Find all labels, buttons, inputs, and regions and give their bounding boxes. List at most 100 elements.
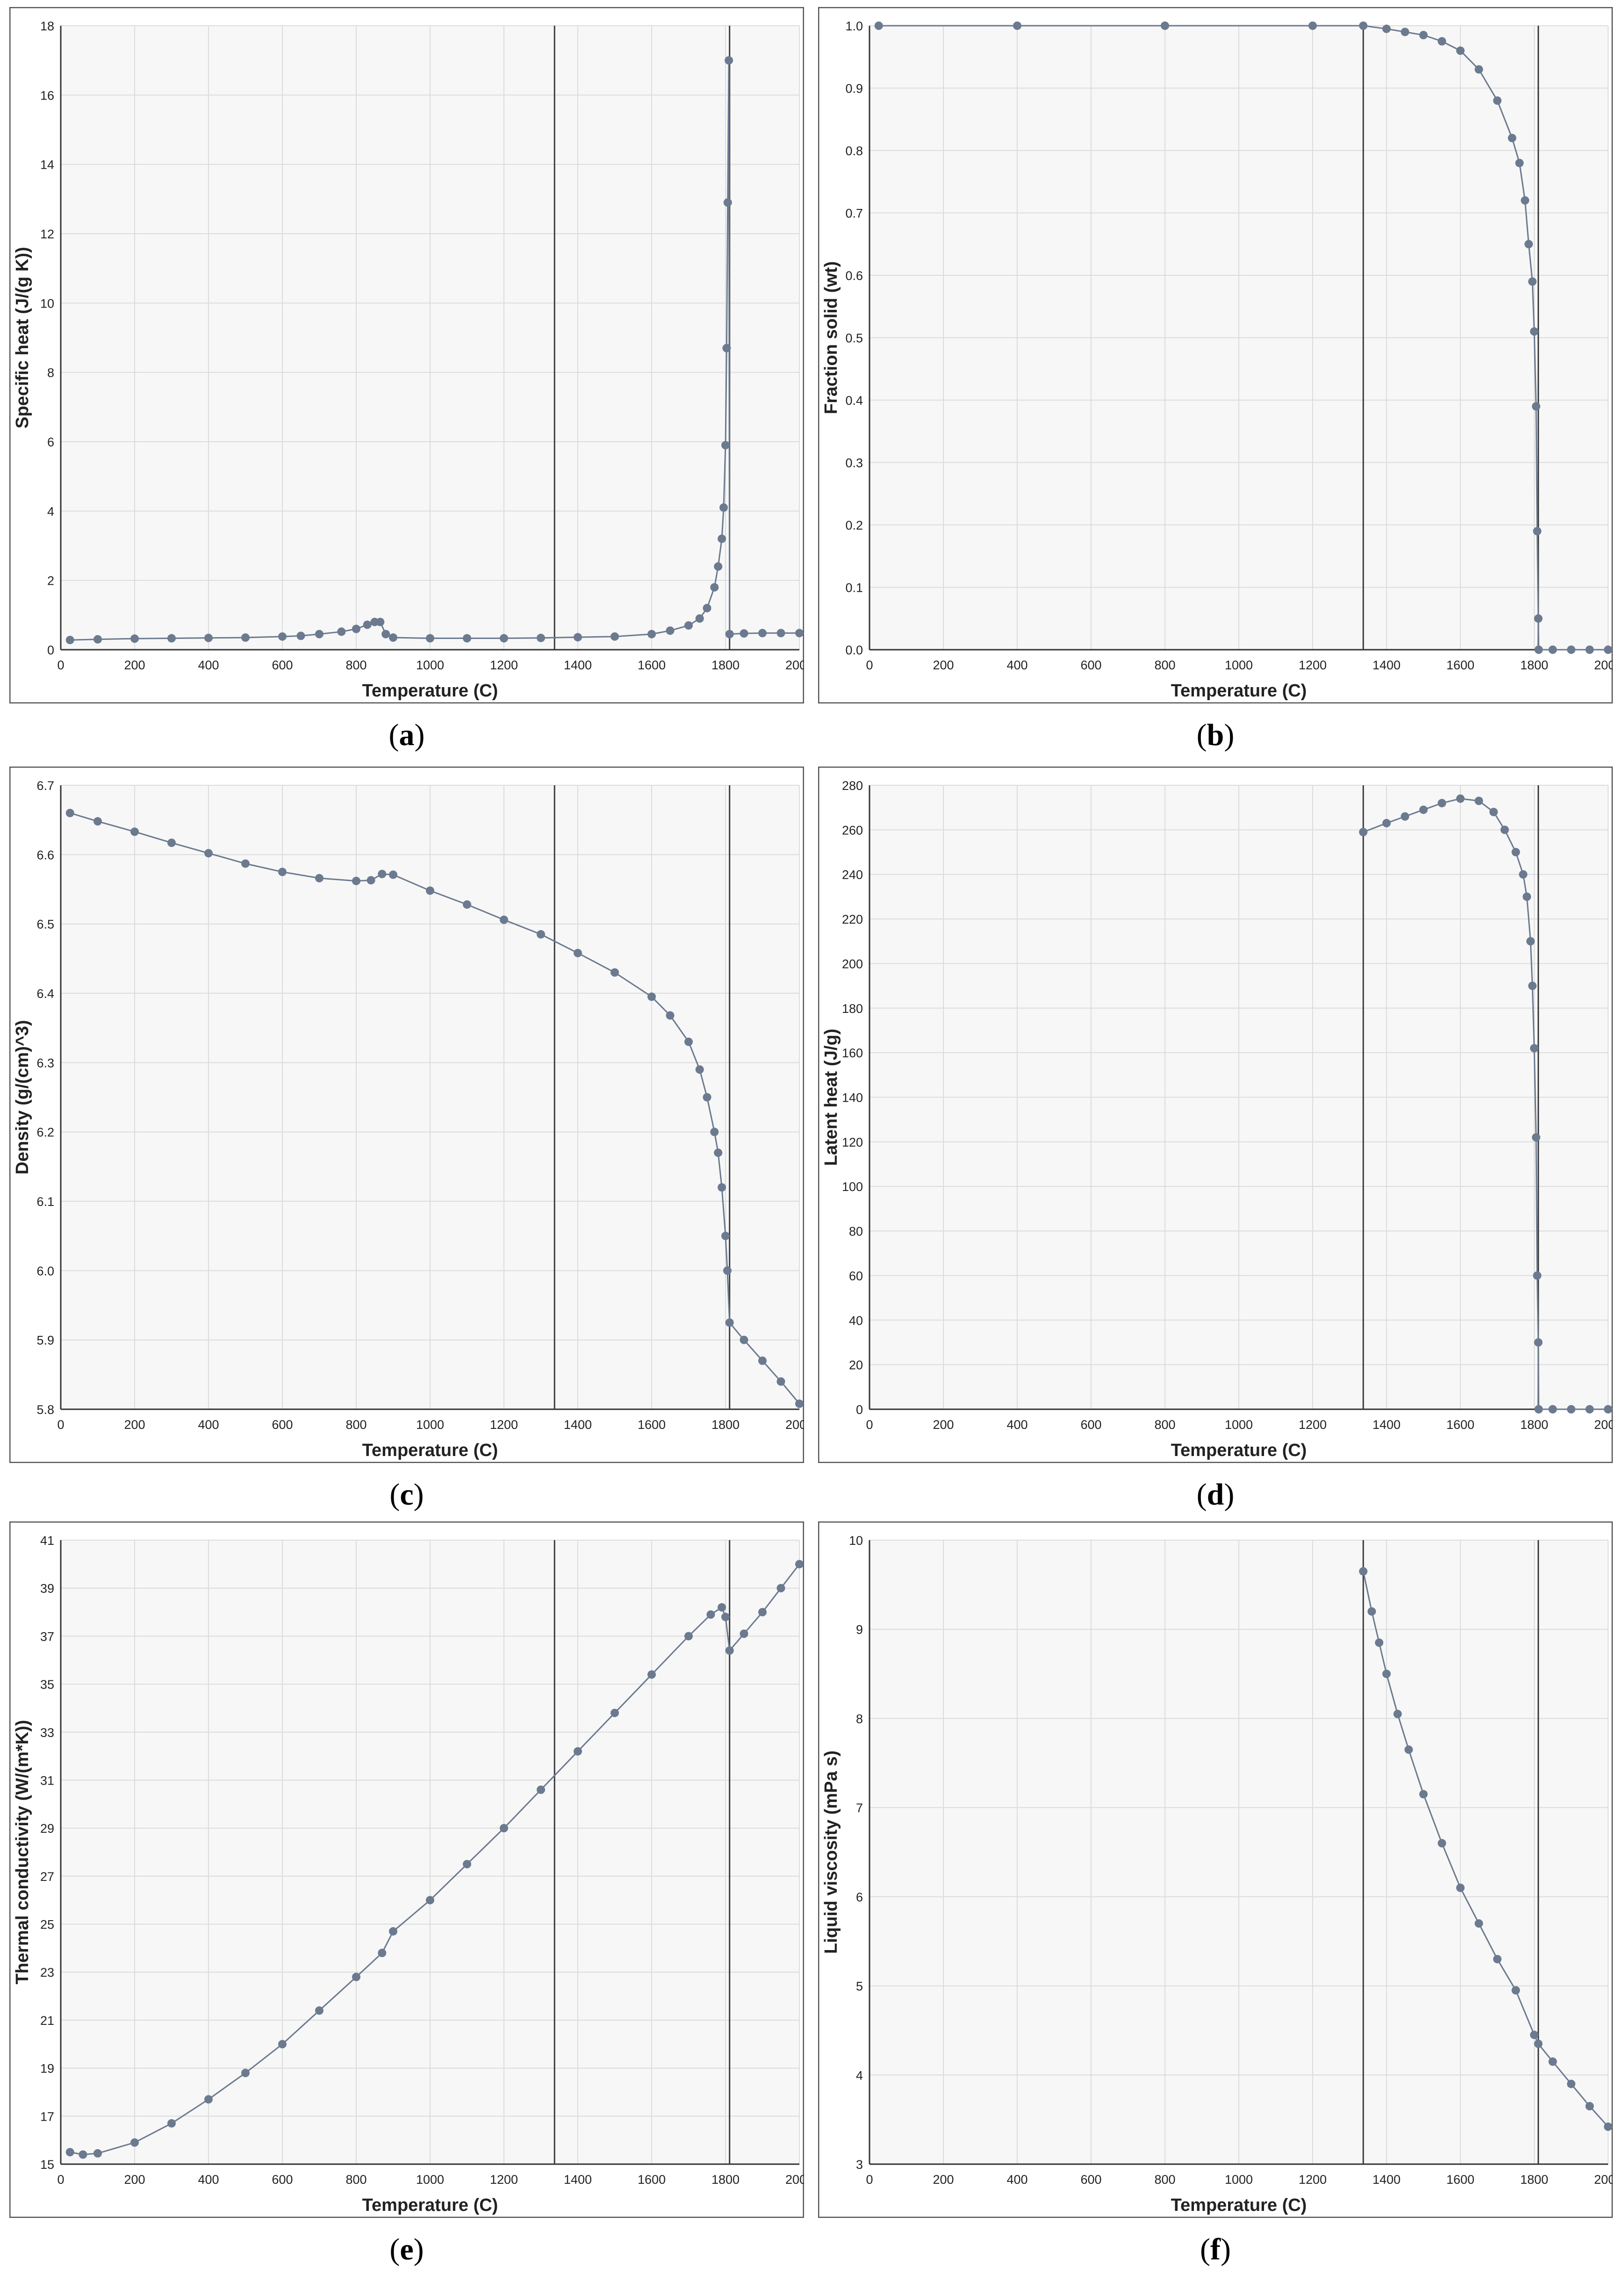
- data-point: [1567, 1405, 1575, 1413]
- data-point: [1456, 1883, 1465, 1892]
- data-point: [1013, 22, 1021, 30]
- y-tick-label: 240: [842, 868, 863, 882]
- data-point: [710, 1127, 719, 1136]
- x-tick-label: 1800: [711, 658, 740, 672]
- x-tick-label: 1400: [1372, 1418, 1401, 1432]
- x-axis-title: Temperature (C): [1171, 1441, 1307, 1460]
- data-point: [1367, 1607, 1376, 1616]
- x-tick-label: 1200: [1299, 2173, 1327, 2187]
- data-point: [65, 809, 74, 818]
- data-point: [278, 2040, 287, 2049]
- data-point: [1533, 527, 1542, 536]
- x-tick-label: 1600: [638, 658, 666, 672]
- data-point: [426, 634, 434, 643]
- data-point: [1585, 646, 1594, 654]
- data-point: [204, 2095, 213, 2104]
- y-tick-label: 10: [849, 1534, 863, 1548]
- y-tick-label: 37: [40, 1629, 54, 1643]
- data-point: [1493, 96, 1502, 105]
- x-tick-label: 1000: [416, 2173, 444, 2187]
- y-tick-label: 9: [856, 1623, 863, 1637]
- y-tick-label: 6.7: [36, 779, 54, 793]
- data-point: [611, 968, 619, 977]
- data-point: [1419, 1790, 1428, 1799]
- x-axis-title: Temperature (C): [362, 2195, 498, 2215]
- y-tick-label: 4: [856, 2068, 863, 2082]
- data-point: [352, 1973, 360, 1981]
- data-point: [1401, 812, 1409, 821]
- caption-f: (f): [1200, 2232, 1231, 2267]
- data-point: [500, 634, 508, 643]
- data-point: [776, 1377, 785, 1386]
- x-tick-label: 1400: [1372, 658, 1401, 672]
- x-tick-label: 400: [1006, 658, 1028, 672]
- x-tick-label: 1400: [564, 658, 592, 672]
- x-tick-label: 600: [272, 658, 293, 672]
- data-point: [1604, 646, 1612, 654]
- x-tick-label: 200: [933, 2173, 954, 2187]
- data-point: [611, 632, 619, 641]
- y-tick-label: 0.4: [845, 394, 863, 408]
- y-tick-label: 0.6: [845, 269, 863, 283]
- data-point: [666, 1011, 675, 1020]
- data-point: [611, 1708, 619, 1717]
- x-tick-label: 1600: [1446, 1418, 1474, 1432]
- y-tick-label: 27: [40, 1870, 54, 1884]
- data-point: [574, 1747, 582, 1756]
- data-point: [1500, 825, 1509, 834]
- x-tick-label: 1400: [1372, 2173, 1401, 2187]
- x-tick-label: 1200: [490, 1418, 518, 1432]
- data-point: [684, 1632, 693, 1641]
- y-tick-label: 8: [856, 1712, 863, 1726]
- data-point: [1528, 982, 1537, 990]
- x-tick-label: 1000: [416, 1418, 444, 1432]
- y-tick-label: 160: [842, 1046, 863, 1060]
- data-point: [574, 633, 582, 642]
- data-point: [500, 915, 508, 924]
- x-tick-label: 1800: [1520, 1418, 1548, 1432]
- data-point: [130, 634, 139, 643]
- caption-c: (c): [389, 1478, 424, 1512]
- data-point: [1419, 805, 1428, 814]
- data-point: [93, 2149, 102, 2158]
- y-tick-label: 6.2: [36, 1126, 54, 1140]
- data-point: [740, 1629, 748, 1638]
- data-point: [381, 630, 390, 638]
- x-tick-label: 0: [866, 658, 873, 672]
- y-tick-label: 180: [842, 1002, 863, 1016]
- data-point: [1493, 1955, 1502, 1964]
- x-tick-label: 1800: [711, 2173, 740, 2187]
- data-point: [389, 870, 397, 879]
- data-point: [376, 617, 385, 626]
- data-point: [1359, 1567, 1368, 1576]
- x-tick-label: 1800: [1520, 658, 1548, 672]
- y-tick-label: 17: [40, 2109, 54, 2123]
- x-tick-label: 1000: [1225, 1418, 1253, 1432]
- data-point: [426, 1896, 434, 1905]
- y-tick-label: 6.5: [36, 918, 54, 932]
- y-tick-label: 0.7: [845, 207, 863, 221]
- y-tick-label: 4: [47, 504, 54, 518]
- x-tick-label: 0: [57, 1418, 64, 1432]
- x-tick-label: 1400: [564, 1418, 592, 1432]
- data-point: [1585, 1405, 1594, 1413]
- data-point: [65, 2148, 74, 2157]
- data-point: [426, 886, 434, 895]
- y-tick-label: 280: [842, 779, 863, 793]
- data-point: [1404, 1745, 1413, 1754]
- x-tick-label: 1000: [416, 658, 444, 672]
- x-tick-label: 1800: [711, 1418, 740, 1432]
- data-point: [758, 1356, 767, 1365]
- series-line: [70, 60, 799, 641]
- data-point: [703, 1093, 711, 1102]
- data-point: [721, 1613, 730, 1621]
- data-point: [278, 632, 287, 641]
- y-tick-label: 0.1: [845, 581, 863, 595]
- x-tick-label: 400: [198, 2173, 219, 2187]
- x-tick-label: 0: [866, 2173, 873, 2187]
